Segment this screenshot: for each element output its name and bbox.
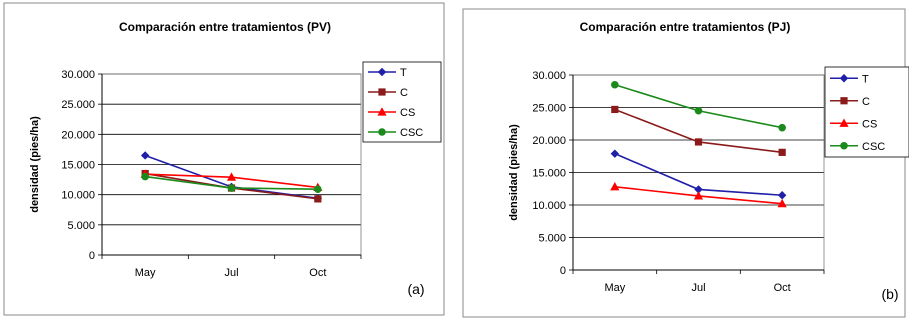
- chart-a-series-csc-point: [141, 172, 149, 181]
- chart-a-legend-label: CS: [400, 107, 415, 119]
- chart-a-ytick-label: 15.000: [61, 160, 95, 172]
- chart-b-legend: [824, 66, 909, 158]
- chart-a-legend-marker-csc: [378, 128, 386, 136]
- chart-b-ytick-label: 30.000: [532, 70, 566, 82]
- chart-a-ytick-label: 30.000: [61, 69, 95, 81]
- chart-a-panel-label: (a): [407, 281, 424, 297]
- chart-a-series-cs-point: [226, 172, 237, 181]
- chart-b-title: Comparación entre tratamientos (PJ): [580, 20, 791, 34]
- chart-a-ytick-label: 5.000: [67, 220, 95, 232]
- chart-b-series-cs-point: [610, 182, 620, 191]
- chart-a-series-csc-point: [227, 184, 236, 192]
- chart-a-legend-marker-cs: [377, 107, 387, 116]
- chart-a-frame: [3, 2, 445, 316]
- chart-a-legend-label: C: [400, 87, 408, 99]
- chart-a-ytick-label: 0: [89, 250, 95, 262]
- chart-a-series-c-point: [314, 195, 322, 203]
- chart-a-ytick-label: 25.000: [61, 99, 95, 111]
- chart-b-series-cs-point: [693, 191, 704, 200]
- chart-a-xtick-label: May: [135, 267, 156, 279]
- chart-b-series-c-point: [694, 138, 703, 146]
- chart-b-series-csc-point: [611, 80, 619, 89]
- chart-b-ytick-label: 15.000: [532, 168, 566, 180]
- chart-b-series-csc-point: [778, 123, 786, 132]
- chart-b-ytick-label: 5.000: [538, 233, 566, 245]
- chart-b-series-c-point: [611, 105, 619, 114]
- chart-b-series-t-point: [694, 185, 703, 194]
- chart-a-legend-marker-c: [378, 88, 386, 96]
- chart-a-series-csc-point: [314, 185, 322, 194]
- chart-panel-a: Comparación entre tratamientos (PV) 0 5.00…: [0, 0, 450, 320]
- chart-b-ylabel: densidad (pies/ha): [508, 124, 520, 221]
- chart-a-series-t-point: [140, 151, 150, 160]
- chart-b-legend-label: C: [862, 96, 870, 108]
- chart-a-xtick-label: Jul: [224, 267, 238, 279]
- chart-b-xtick-label: Jul: [691, 282, 705, 294]
- chart-b-series-cs-point: [777, 198, 787, 208]
- chart-a-ylabel: densidad (pies/ha): [29, 116, 41, 213]
- chart-b-ytick-label: 0: [560, 265, 566, 277]
- chart-a-title: Comparación entre tratamientos (PV): [119, 20, 331, 34]
- chart-a-legend: [362, 61, 442, 143]
- chart-b-frame: [462, 8, 906, 318]
- chart-b-panel-label: (b): [881, 286, 898, 302]
- chart-a-legend-marker-t: [377, 67, 387, 77]
- chart-a-legend-label: T: [400, 67, 407, 79]
- chart-b-xtick-label: May: [604, 282, 625, 294]
- chart-b-legend-marker-cs: [839, 118, 849, 127]
- chart-b-ytick-label: 25.000: [532, 103, 566, 115]
- chart-a-xtick-label: Oct: [309, 267, 326, 279]
- chart-b-legend-label: CS: [862, 118, 877, 130]
- chart-b-legend-label: CSC: [862, 141, 885, 153]
- chart-b-xtick-label: Oct: [774, 282, 791, 294]
- chart-a-ytick-label: 10.000: [61, 190, 95, 202]
- chart-b-legend-marker-csc: [840, 141, 848, 150]
- chart-b-svg: Comparación entre tratamientos (PJ) 0 5.00…: [462, 8, 909, 318]
- chart-b-legend-marker-t: [839, 74, 849, 83]
- chart-a-legend-label: CSC: [400, 127, 423, 139]
- chart-a-ytick-label: 20.000: [61, 129, 95, 141]
- chart-b-series-c-point: [778, 148, 786, 156]
- chart-b-legend-marker-c: [840, 97, 848, 105]
- chart-panel-b: Comparación entre tratamientos (PJ) 0 5.00…: [457, 0, 909, 320]
- chart-b-ytick-label: 10.000: [532, 200, 566, 212]
- chart-a-svg: Comparación entre tratamientos (PV) 0 5.00…: [3, 2, 445, 316]
- chart-b-ytick-label: 20.000: [532, 135, 566, 147]
- chart-b-legend-label: T: [862, 73, 869, 85]
- chart-b-series-csc-point: [694, 106, 703, 115]
